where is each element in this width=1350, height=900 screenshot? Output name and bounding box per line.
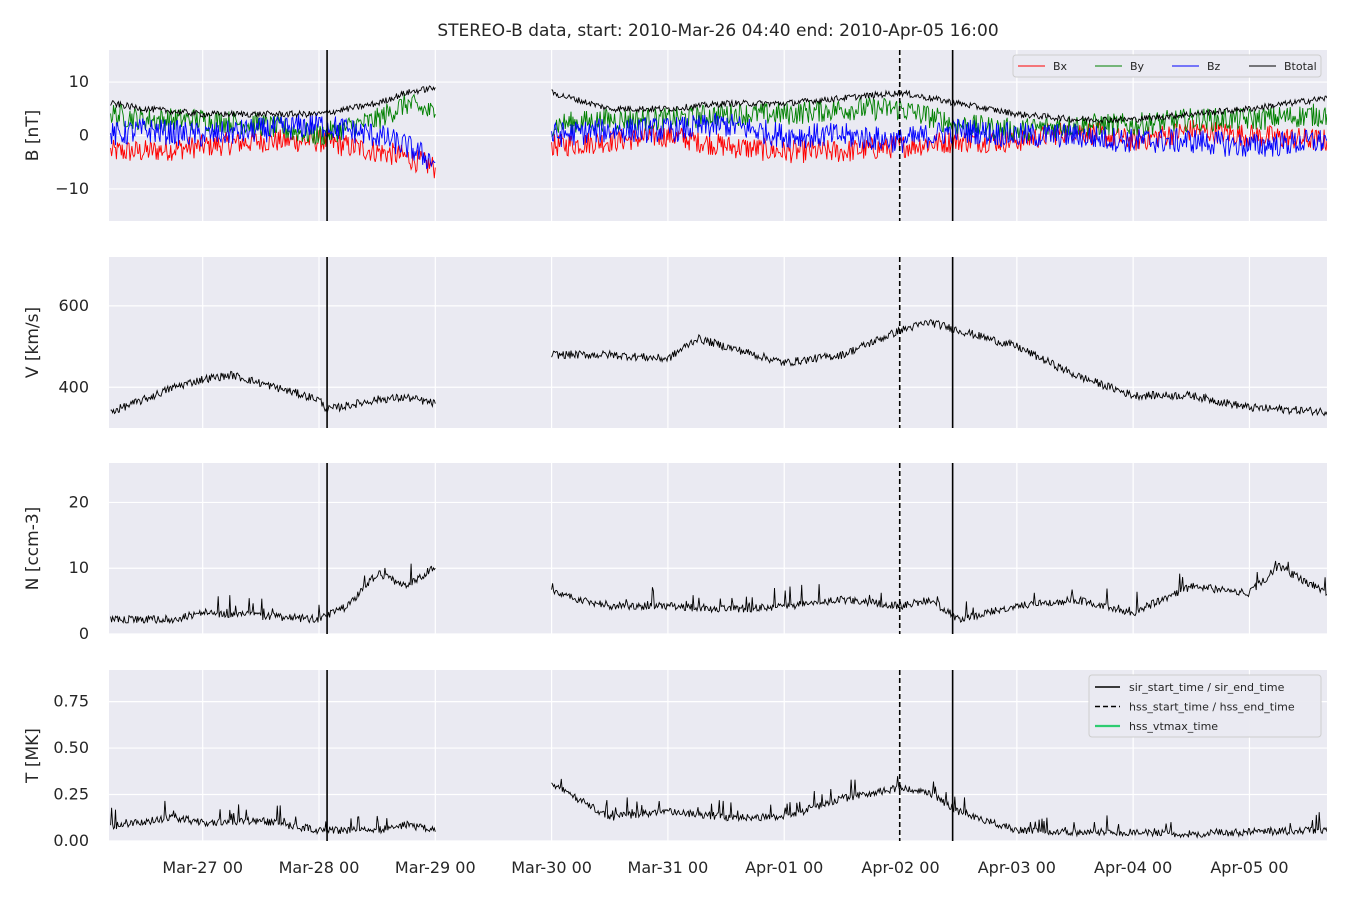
legend-label: sir_start_time / sir_end_time [1129,681,1285,694]
plot-area [109,463,1327,634]
x-tick-label: Apr-04 00 [1094,858,1172,877]
x-tick-label: Apr-02 00 [861,858,939,877]
series-line-by [110,93,1327,146]
y-axis-label: V [km/s] [23,307,43,378]
y-tick-label: 0.50 [53,738,89,757]
panel-4: 0.00 0.25 0.50 0.75 T [MK] Mar-27 00 Mar-28 00… [23,670,1327,877]
legend-label: Btotal [1284,60,1317,73]
series-line-btotal [110,85,1327,125]
panel-3: 0 10 20 N [ccm-3] [23,463,1327,643]
y-tick-label: 400 [58,377,89,396]
legend-label: hss_vtmax_time [1129,720,1218,733]
series-line-bx [110,119,1327,179]
y-tick-label: 600 [58,296,89,315]
series-line-v [110,319,1327,417]
panel-1: −10 0 10 B [nT] Bx By Bz Btotal [23,50,1327,221]
x-tick-label: Apr-01 00 [745,858,823,877]
y-tick-label: 0.75 [53,692,89,711]
x-tick-label: Mar-30 00 [511,858,592,877]
gridlines [109,463,1327,635]
legend-label: hss_start_time / hss_end_time [1129,701,1295,714]
series-line-t [110,776,1327,839]
y-tick-label: 10 [69,558,89,577]
y-axis-label: T [MK] [23,728,43,784]
y-tick-label: −10 [55,179,89,198]
series-line-bz [110,112,1327,170]
y-tick-label: 10 [69,72,89,91]
x-tick-label: Mar-27 00 [162,858,243,877]
x-tick-label: Apr-05 00 [1210,858,1288,877]
legend-label: Bz [1207,60,1221,73]
panel-2: 400 600 V [km/s] [23,257,1327,428]
x-tick-label: Mar-28 00 [279,858,360,877]
legend-label: Bx [1053,60,1068,73]
y-tick-label: 0.25 [53,785,89,804]
chart-title: STEREO-B data, start: 2010-Mar-26 04:40 … [437,21,998,41]
x-tick-label: Mar-29 00 [395,858,476,877]
y-tick-label: 20 [69,492,89,511]
y-tick-label: 0 [79,624,89,643]
gridlines [109,257,1327,428]
y-axis-label: B [nT] [23,110,43,162]
event-legend: sir_start_time / sir_end_time hss_start_t… [1088,674,1322,738]
y-tick-label: 0 [79,126,89,145]
b-legend: Bx By Bz Btotal [1012,54,1322,78]
legend-label: By [1130,60,1145,73]
series-line-n [110,560,1327,625]
y-axis-label: N [ccm-3] [23,507,43,591]
x-tick-label: Mar-31 00 [628,858,709,877]
y-tick-label: 0.00 [53,831,89,850]
x-tick-label: Apr-03 00 [978,858,1056,877]
